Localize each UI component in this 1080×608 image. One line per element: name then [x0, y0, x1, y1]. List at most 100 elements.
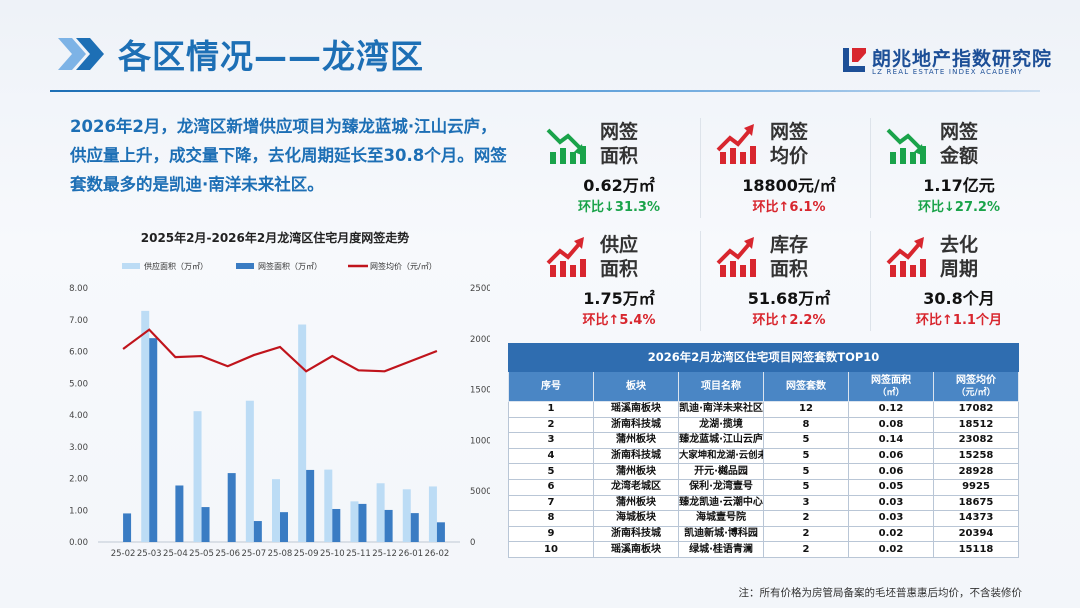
x-tick: 25-07 — [241, 549, 266, 559]
kpi-label: 供应 面积 — [600, 234, 639, 280]
table-cell: 18675 — [933, 494, 1019, 512]
x-tick: 25-10 — [320, 549, 345, 559]
table-cell: 2 — [763, 541, 849, 558]
logo-text: 朗兆地产指数研究院 — [872, 48, 1053, 70]
table-cell: 0.08 — [848, 416, 934, 434]
table-cell: 9925 — [933, 478, 1019, 496]
y-left-tick: 8.00 — [69, 284, 88, 294]
table-cell: 7 — [508, 494, 594, 512]
table-row: 9 浙南科技城 凯迪新城·博科园 2 0.02 20394 — [508, 525, 1019, 543]
table-row: 8 海城板块 海城壹号院 2 0.03 14373 — [508, 510, 1019, 527]
table-cell: 海城板块 — [593, 510, 679, 527]
table-cell: 28928 — [933, 463, 1019, 480]
bar-signed — [280, 512, 288, 542]
table-cell: 8 — [763, 416, 849, 434]
table-cell: 6 — [508, 478, 594, 496]
kpi-label: 网签 金额 — [940, 121, 979, 167]
table-header-cell: 板块 — [593, 371, 679, 402]
table-cell: 浙南科技城 — [593, 447, 679, 465]
trend-up-icon — [546, 237, 586, 277]
kpi-value: 51.68万㎡ — [747, 289, 831, 308]
y-left-tick: 6.00 — [69, 348, 88, 358]
table-cell: 瑶溪南板块 — [593, 541, 679, 558]
table-row: 1 瑶溪南板块 凯迪·南洋未来社区 12 0.12 17082 — [508, 401, 1019, 418]
table-cell: 0.03 — [848, 510, 934, 527]
kpi-change: 环比↑1.1个月 — [916, 313, 1002, 328]
bar-signed — [227, 473, 236, 542]
kpi-change: 环比↓31.3% — [578, 200, 660, 215]
kpi-change: 环比↑2.2% — [752, 313, 826, 328]
table-row: 10 瑶溪南板块 绿城·桂语青澜 2 0.02 15118 — [508, 541, 1019, 558]
kpi-change: 环比↑5.4% — [582, 313, 656, 328]
double-chevron-icon — [58, 38, 104, 70]
kpi-divider — [870, 118, 871, 218]
table-cell: 0.05 — [848, 478, 934, 496]
table-row: 7 蒲州板块 臻龙凯迪·云潮中心 3 0.03 18675 — [508, 494, 1019, 512]
bar-supply — [350, 501, 359, 542]
x-tick: 25-08 — [268, 549, 293, 559]
kpi-divider — [870, 231, 871, 331]
x-tick: 25-11 — [346, 549, 371, 559]
kpi-change: 环比↑6.1% — [752, 200, 826, 215]
table-cell: 2 — [763, 525, 849, 543]
kpi-label: 库存 面积 — [770, 234, 809, 280]
logo-subtext: LZ REAL ESTATE INDEX ACADEMY — [872, 68, 1024, 76]
x-tick: 25-12 — [372, 549, 397, 559]
x-tick: 26-01 — [398, 549, 423, 559]
y-left-tick: 5.00 — [69, 379, 88, 389]
bar-signed — [358, 503, 367, 542]
kpi-card: 网签 均价 18800元/㎡ 环比↑6.1% — [714, 120, 864, 225]
y-right-tick: 20000 — [470, 335, 490, 345]
header-divider — [50, 90, 1040, 92]
table-cell: 2 — [508, 416, 594, 434]
x-tick: 26-02 — [425, 549, 450, 559]
table-cell: 5 — [763, 432, 849, 449]
table-cell: 蒲州板块 — [593, 494, 679, 512]
table-cell: 3 — [508, 432, 594, 449]
table-cell: 10 — [508, 541, 594, 558]
kpi-card: 库存 面积 51.68万㎡ 环比↑2.2% — [714, 233, 864, 338]
x-tick: 25-09 — [294, 549, 319, 559]
table-cell: 0.06 — [848, 447, 934, 465]
table-cell: 大家坤和龙湖·云创未来社区 — [678, 447, 764, 465]
bar-signed — [436, 522, 445, 542]
kpi-value: 1.75万㎡ — [583, 289, 655, 308]
y-left-tick: 1.00 — [69, 506, 88, 516]
table-cell: 17082 — [933, 401, 1019, 418]
chart-title: 2025年2月-2026年2月龙湾区住宅月度网签走势 — [140, 231, 410, 245]
table-cell: 5 — [763, 463, 849, 480]
table-cell: 5 — [508, 463, 594, 480]
trend-chart: 供应面积（万㎡） 网签面积（万㎡） 网签均价（元/㎡） 0.00 1.00 2.00 3.0… — [69, 261, 490, 559]
kpi-card: 去化 周期 30.8个月 环比↑1.1个月 — [884, 233, 1034, 338]
table-cell: 5 — [763, 478, 849, 496]
y-left-tick: 3.00 — [69, 443, 88, 453]
legend-label: 供应面积（万㎡） — [144, 261, 208, 271]
table-row: 5 蒲州板块 开元·樾品园 5 0.06 28928 — [508, 463, 1019, 480]
table-header-cell: 项目名称 — [678, 371, 764, 402]
table-cell: 5 — [763, 447, 849, 465]
table-cell: 海城壹号院 — [678, 510, 764, 527]
bar-supply — [402, 489, 411, 542]
bar-signed — [175, 485, 184, 542]
y-right-tick: 10000 — [470, 436, 490, 446]
table-row: 3 蒲州板块 臻龙蓝城·江山云庐 5 0.14 23082 — [508, 432, 1019, 449]
trend-up-icon — [716, 124, 756, 164]
table-cell: 23082 — [933, 432, 1019, 449]
kpi-value: 1.17亿元 — [923, 176, 995, 195]
trend-down-icon — [886, 128, 926, 164]
table-cell: 0.03 — [848, 494, 934, 512]
y-right-tick: 5000 — [470, 487, 490, 497]
y-right-tick: 0 — [470, 538, 475, 548]
bar-supply — [324, 469, 333, 542]
bar-signed — [123, 513, 132, 542]
bar-signed — [410, 513, 419, 542]
y-right-tick: 25000 — [470, 284, 490, 294]
table-cell: 2 — [763, 510, 849, 527]
table-header-row: 序号 板块 项目名称 网签套数 网签面积 （㎡） 网签均价 （元/㎡） — [508, 371, 1019, 402]
table-cell: 14373 — [933, 510, 1019, 527]
intro-text: 2026年2月，龙湾区新增供应项目为臻龙蓝城·江山云庐，供应量上升，成交量下降，… — [70, 117, 507, 194]
y-left-tick: 4.00 — [69, 411, 88, 421]
page-title: 各区情况——龙湾区 — [118, 37, 424, 76]
table-cell: 保利·龙湾壹号 — [678, 478, 764, 496]
